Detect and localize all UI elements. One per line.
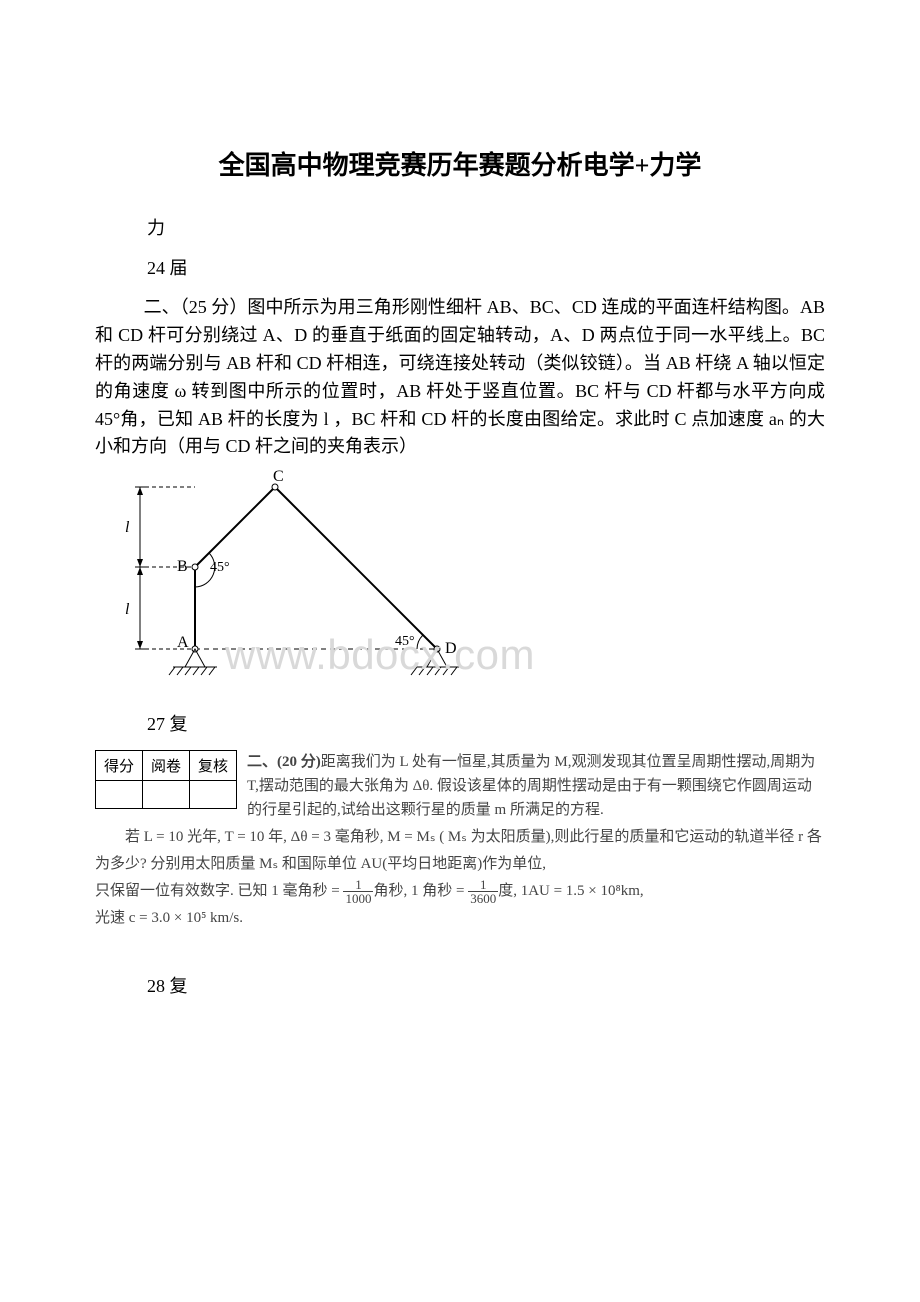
label-l1: l [125,519,130,536]
session-28: 28 复 [147,972,825,998]
problem-1-text: 二、（25 分）图中所示为用三角形刚性细杆 AB、BC、CD 连成的平面连杆结构… [95,294,825,461]
problem-2-block: 得分 阅卷 复核 二、(20 分)距离我们为 L 处有一恒星,其质量为 M,观测… [95,750,825,822]
svg-text:45°: 45° [210,560,230,575]
problem-2-intro: 二、(20 分)距离我们为 L 处有一恒星,其质量为 M,观测发现其位置呈周期性… [247,750,825,822]
svg-text:D: D [445,640,457,657]
section-label-mechanics: 力 [147,214,825,240]
score-col-1: 得分 [96,751,143,781]
problem-2-line1: 距离我们为 L 处有一恒星,其质量为 M,观测发现其位置呈周期性摆动,周期为 T… [247,754,815,818]
problem-2-header: 二、(20 分) [247,754,321,770]
svg-text:45°: 45° [395,634,415,649]
score-col-3: 复核 [190,751,237,781]
problem-2-line2: 若 L = 10 光年, T = 10 年, Δθ = 3 毫角秒, M = M… [95,824,825,878]
svg-text:C: C [273,469,284,485]
problem-2-line4: 光速 c = 3.0 × 10⁵ km/s. [95,905,825,932]
problem-2-continue: 若 L = 10 光年, T = 10 年, Δθ = 3 毫角秒, M = M… [95,824,825,932]
label-l2: l [125,601,130,618]
svg-text:B: B [177,558,188,575]
score-table: 得分 阅卷 复核 [95,750,237,809]
session-27: 27 复 [147,710,825,736]
page-title: 全国高中物理竞赛历年赛题分析电学+力学 [95,145,825,182]
score-col-2: 阅卷 [143,751,190,781]
problem-2-line3: 只保留一位有效数字. 已知 1 毫角秒 = 11000角秒, 1 角秒 = 13… [95,878,825,905]
svg-text:A: A [177,634,189,651]
linkage-diagram: l l B 45° C A 45 [95,469,825,694]
session-24: 24 届 [147,254,825,280]
